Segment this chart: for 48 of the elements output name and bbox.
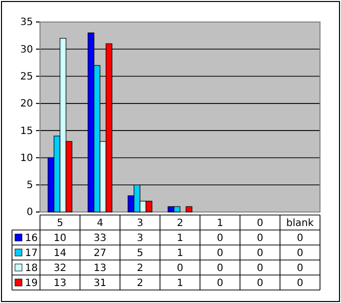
legend-label: 16 [25,233,38,244]
y-tick-label: 25 [20,71,33,82]
data-label: 5 [136,248,144,259]
data-label: 0 [296,263,304,274]
y-tick-label: 15 [20,126,33,137]
y-tick-label: 5 [26,180,33,192]
data-label: 3 [136,233,144,244]
data-label: 2 [136,278,144,289]
data-label: 0 [256,233,264,244]
x-tick-label: 2 [176,218,184,229]
data-label: 1 [176,233,184,244]
y-tick-label: 10 [20,152,33,164]
data-label: 32 [54,263,66,274]
data-label: 0 [176,263,184,274]
data-label: 31 [94,278,106,289]
data-label: 1 [176,278,184,289]
data-label: 13 [54,278,66,289]
x-tick-label: 0 [256,218,264,229]
data-label: 0 [256,248,264,259]
y-tick-label: 30 [20,44,33,56]
data-label: 0 [216,248,224,259]
legend-label: 18 [25,263,38,274]
x-tick-label: 3 [136,218,144,229]
data-label: 0 [216,278,224,289]
y-tick-label: 20 [20,98,33,110]
legend-label: 19 [25,278,38,289]
data-label: 27 [94,248,106,259]
data-label: 1 [176,248,184,259]
data-label: 2 [136,263,144,274]
data-label: 14 [54,248,66,259]
data-label: 0 [296,248,304,259]
legend-label: 17 [25,248,38,259]
data-label: 10 [54,233,66,244]
data-label: 0 [216,233,224,244]
x-tick-label: blank [286,218,314,229]
bar [186,206,192,212]
x-tick-label: 4 [96,218,104,229]
y-tick-label: 35 [20,17,33,28]
data-label: 0 [216,263,224,274]
data-label: 13 [94,263,106,274]
data-label: 33 [94,233,106,244]
data-label: 0 [256,278,264,289]
x-tick-label: 5 [56,218,64,229]
x-tick-label: 1 [216,218,224,229]
data-label: 0 [256,263,264,274]
data-label: 0 [296,278,304,289]
data-label: 0 [296,233,304,244]
y-tick-label: 0 [26,207,33,218]
